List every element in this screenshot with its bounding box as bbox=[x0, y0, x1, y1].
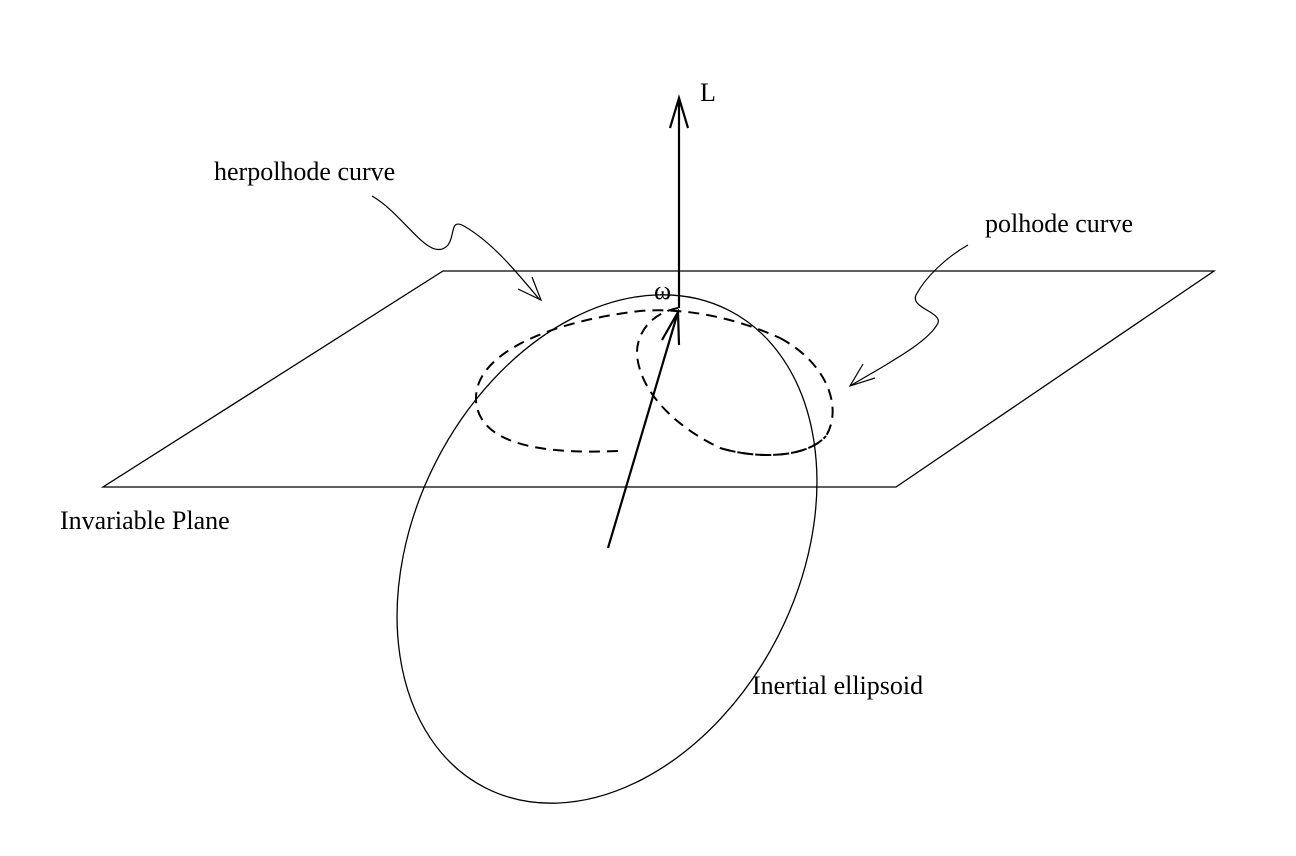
invariable-plane bbox=[100, 270, 1217, 488]
angular-velocity-vector bbox=[606, 311, 680, 549]
herpolhode-curve bbox=[474, 309, 781, 453]
polhode-label: polhode curve bbox=[985, 209, 1133, 238]
angular-momentum-label: L bbox=[700, 78, 716, 107]
invariable-plane-label: Invariable Plane bbox=[60, 506, 230, 535]
inertial-ellipsoid-label: Inertial ellipsoid bbox=[752, 671, 923, 700]
herpolhode-label: herpolhode curve bbox=[214, 157, 395, 186]
herpolhode-pointer bbox=[371, 195, 541, 301]
polhode-pointer-head bbox=[848, 363, 876, 388]
angular-momentum-arrowhead bbox=[668, 94, 690, 129]
angular-velocity-arrowhead bbox=[661, 308, 681, 346]
inertial-ellipsoid bbox=[396, 294, 818, 804]
polhode-curve bbox=[635, 307, 827, 456]
herpolhode-curve-part bbox=[719, 337, 834, 456]
herpolhode-pointer-head bbox=[517, 276, 543, 302]
angular-velocity-label: ω bbox=[654, 276, 671, 305]
polhode-pointer bbox=[849, 244, 969, 387]
